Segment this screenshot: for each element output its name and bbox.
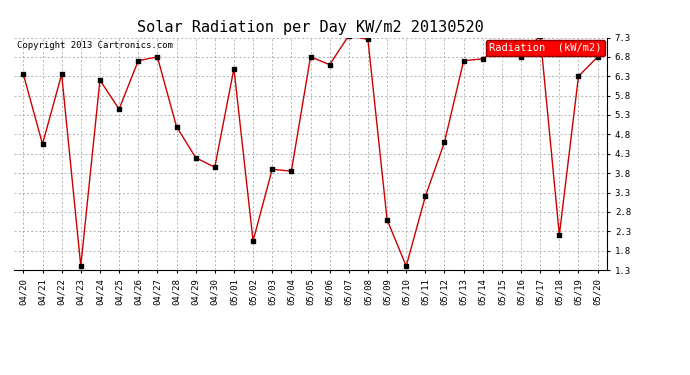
Point [152,54,163,60]
Point [286,168,297,174]
Point [477,56,489,62]
Title: Solar Radiation per Day KW/m2 20130520: Solar Radiation per Day KW/m2 20130520 [137,20,484,35]
Point [132,58,144,64]
Point [420,194,431,200]
Point [573,73,584,79]
Point [114,106,125,112]
Point [228,66,239,72]
Point [324,62,335,68]
Point [248,238,259,244]
Point [75,263,86,269]
Point [592,54,603,60]
Point [95,77,106,83]
Point [343,33,354,39]
Point [267,166,278,172]
Text: Copyright 2013 Cartronics.com: Copyright 2013 Cartronics.com [17,41,172,50]
Point [401,263,412,269]
Point [190,154,201,160]
Point [458,58,469,64]
Point [496,42,507,48]
Point [37,141,48,147]
Point [382,217,393,223]
Point [515,54,526,60]
Legend: Radiation  (kW/m2): Radiation (kW/m2) [486,40,605,56]
Point [171,124,182,130]
Point [439,139,450,145]
Point [209,164,220,170]
Point [554,232,565,238]
Point [305,54,316,60]
Point [535,33,546,39]
Point [18,71,29,77]
Point [362,36,373,42]
Point [56,71,67,77]
